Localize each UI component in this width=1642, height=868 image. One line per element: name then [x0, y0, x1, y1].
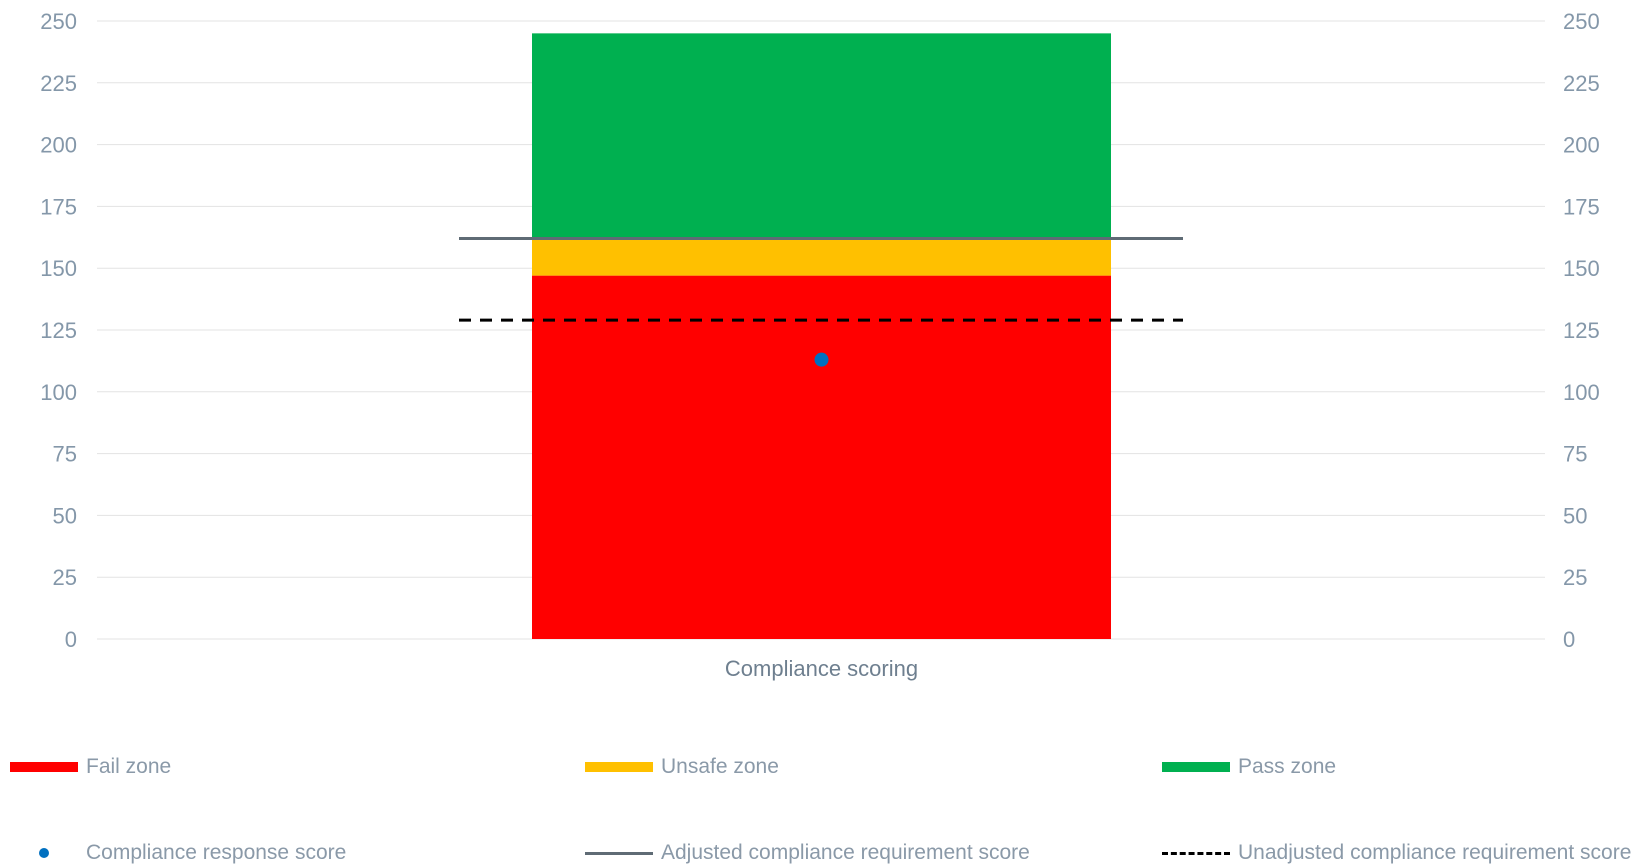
unadjusted-swatch — [1162, 851, 1230, 855]
y-tick-label-left: 50 — [53, 503, 77, 528]
y-tick-label-left: 100 — [40, 380, 77, 405]
legend-label-pass: Pass zone — [1238, 755, 1337, 778]
y-tick-label-right: 125 — [1563, 318, 1600, 343]
legend-item-unsafe: Unsafe zone — [585, 752, 779, 782]
y-tick-label-left: 125 — [40, 318, 77, 343]
legend-item-unadjusted: Unadjusted compliance requirement score — [1162, 838, 1631, 868]
y-tick-label-right: 225 — [1563, 71, 1600, 96]
y-tick-label-left: 200 — [40, 133, 77, 158]
y-tick-label-left: 175 — [40, 194, 77, 219]
legend-label-adjusted: Adjusted compliance requirement score — [661, 841, 1030, 864]
legend-item-fail: Fail zone — [10, 752, 171, 782]
x-category-label: Compliance scoring — [725, 656, 918, 681]
stacked-bar — [532, 33, 1111, 639]
y-tick-label-left: 250 — [40, 9, 77, 34]
compliance-response-point — [814, 352, 829, 367]
y-tick-label-left: 25 — [53, 565, 77, 590]
y-tick-label-left: 150 — [40, 256, 77, 281]
legend-label-fail: Fail zone — [86, 755, 172, 778]
legend-label-unadjusted: Unadjusted compliance requirement score — [1238, 841, 1632, 864]
unsafe-swatch — [585, 762, 653, 772]
legend-item-response: Compliance response score — [10, 838, 346, 868]
score-points — [814, 352, 829, 367]
response-swatch — [10, 848, 78, 858]
y-axis-left: 0 25 50 75 100 125 150 175 200 225 250 — [40, 9, 77, 652]
fail-swatch — [10, 762, 78, 772]
y-tick-label-left: 75 — [53, 442, 77, 467]
bar-segment-unsafe-zone — [532, 238, 1111, 276]
y-tick-label-left: 0 — [65, 627, 77, 652]
y-tick-label-right: 250 — [1563, 9, 1600, 34]
reference-lines — [459, 237, 1183, 322]
y-tick-label-right: 100 — [1563, 380, 1600, 405]
y-tick-label-right: 25 — [1563, 565, 1587, 590]
legend-item-adjusted: Adjusted compliance requirement score — [585, 838, 1030, 868]
y-tick-label-left: 225 — [40, 71, 77, 96]
bar-segment-fail-zone — [532, 275, 1111, 639]
y-axis-right: 0 25 50 75 100 125 150 175 200 225 250 — [1563, 9, 1600, 652]
legend-label-response: Compliance response score — [86, 841, 347, 864]
pass-swatch — [1162, 762, 1230, 772]
y-tick-label-right: 150 — [1563, 256, 1600, 281]
bar-segment-pass-zone — [532, 33, 1111, 239]
legend-item-pass: Pass zone — [1162, 752, 1336, 782]
y-tick-label-right: 0 — [1563, 627, 1575, 652]
y-tick-label-right: 200 — [1563, 133, 1600, 158]
adjusted-swatch — [585, 851, 653, 855]
y-tick-label-right: 50 — [1563, 503, 1587, 528]
y-tick-label-right: 75 — [1563, 442, 1587, 467]
legend-label-unsafe: Unsafe zone — [661, 755, 779, 778]
y-tick-label-right: 175 — [1563, 194, 1600, 219]
